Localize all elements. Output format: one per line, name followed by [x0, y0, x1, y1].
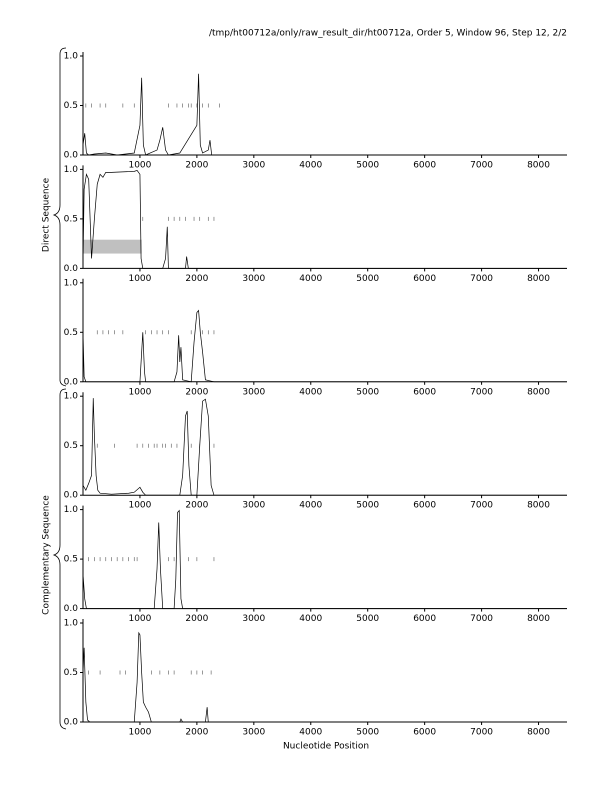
y-tick-label: 1.0: [64, 52, 79, 62]
y-tick-label: 0.5: [64, 555, 78, 565]
x-tick-label: 8000: [527, 501, 550, 511]
y-tick-label: 1.0: [64, 505, 79, 515]
x-tick-label: 3000: [242, 614, 265, 624]
x-tick-label: 5000: [356, 728, 379, 738]
x-tick-label: 2000: [185, 728, 208, 738]
y-tick-label: 0.0: [64, 604, 79, 614]
y-tick-label: 0.0: [64, 718, 79, 728]
x-tick-label: 2000: [185, 161, 208, 171]
x-tick-label: 7000: [470, 614, 493, 624]
x-tick-label: 8000: [527, 387, 550, 397]
y-tick-label: 1.0: [64, 278, 79, 288]
x-tick-label: 4000: [299, 161, 322, 171]
y-tick-label: 0.0: [64, 377, 79, 387]
y-tick-label: 0.0: [64, 151, 79, 161]
x-tick-label: 3000: [242, 501, 265, 511]
x-tick-label: 3000: [242, 161, 265, 171]
x-tick-label: 1000: [128, 728, 151, 738]
x-tick-label: 2000: [185, 614, 208, 624]
profile-line: [82, 509, 567, 609]
x-tick-label: 6000: [413, 387, 436, 397]
header: /tmp/ht00712a/only/raw_result_dir/ht0071…: [209, 29, 567, 39]
y-tick-label: 0.5: [64, 441, 78, 451]
x-tick-label: 1000: [128, 614, 151, 624]
x-axis-label: Nucleotide Position: [283, 742, 369, 752]
x-tick-label: 7000: [470, 274, 493, 284]
x-tick-label: 8000: [527, 274, 550, 284]
x-tick-label: 1000: [128, 161, 151, 171]
x-tick-label: 4000: [299, 274, 322, 284]
profile-line: [82, 309, 567, 383]
x-tick-label: 5000: [356, 274, 379, 284]
x-tick-label: 7000: [470, 387, 493, 397]
x-tick-label: 7000: [470, 728, 493, 738]
y-tick-label: 1.0: [64, 392, 79, 402]
x-tick-label: 6000: [413, 614, 436, 624]
x-tick-label: 3000: [242, 274, 265, 284]
profile-line: [82, 169, 567, 269]
x-tick-label: 4000: [299, 501, 322, 511]
x-tick-label: 2000: [185, 501, 208, 511]
x-tick-label: 3000: [242, 387, 265, 397]
x-tick-label: 6000: [413, 501, 436, 511]
y-tick-label: 1.0: [64, 619, 79, 629]
y-tick-label: 0.5: [64, 328, 78, 338]
x-tick-label: 6000: [413, 728, 436, 738]
x-tick-label: 4000: [299, 387, 322, 397]
profile-line: [82, 398, 567, 496]
profile-line: [82, 73, 567, 156]
y-tick-label: 0.5: [64, 668, 78, 678]
x-tick-label: 5000: [356, 161, 379, 171]
x-tick-label: 5000: [356, 614, 379, 624]
x-tick-label: 1000: [128, 387, 151, 397]
x-tick-label: 1000: [128, 501, 151, 511]
x-tick-label: 8000: [527, 614, 550, 624]
x-tick-label: 1000: [128, 274, 151, 284]
x-tick-label: 2000: [185, 274, 208, 284]
group-label: Direct Sequence: [42, 177, 52, 252]
y-tick-label: 0.0: [64, 491, 79, 501]
group-label: Complementary Sequence: [42, 495, 52, 615]
x-tick-label: 6000: [413, 274, 436, 284]
x-tick-label: 7000: [470, 161, 493, 171]
y-tick-label: 0.5: [64, 214, 78, 224]
highlight-region: [83, 239, 142, 254]
x-tick-label: 4000: [299, 728, 322, 738]
x-tick-label: 2000: [185, 387, 208, 397]
brace: [52, 388, 67, 730]
x-tick-label: 5000: [356, 501, 379, 511]
brace: [52, 47, 67, 387]
y-tick-label: 1.0: [64, 165, 79, 175]
x-tick-label: 6000: [413, 161, 436, 171]
x-tick-label: 4000: [299, 614, 322, 624]
x-tick-label: 8000: [527, 728, 550, 738]
profile-line: [82, 631, 567, 723]
x-tick-label: 5000: [356, 387, 379, 397]
y-tick-label: 0.0: [64, 264, 79, 274]
x-tick-label: 3000: [242, 728, 265, 738]
x-tick-label: 8000: [527, 161, 550, 171]
x-tick-label: 7000: [470, 501, 493, 511]
y-tick-label: 0.5: [64, 101, 78, 111]
